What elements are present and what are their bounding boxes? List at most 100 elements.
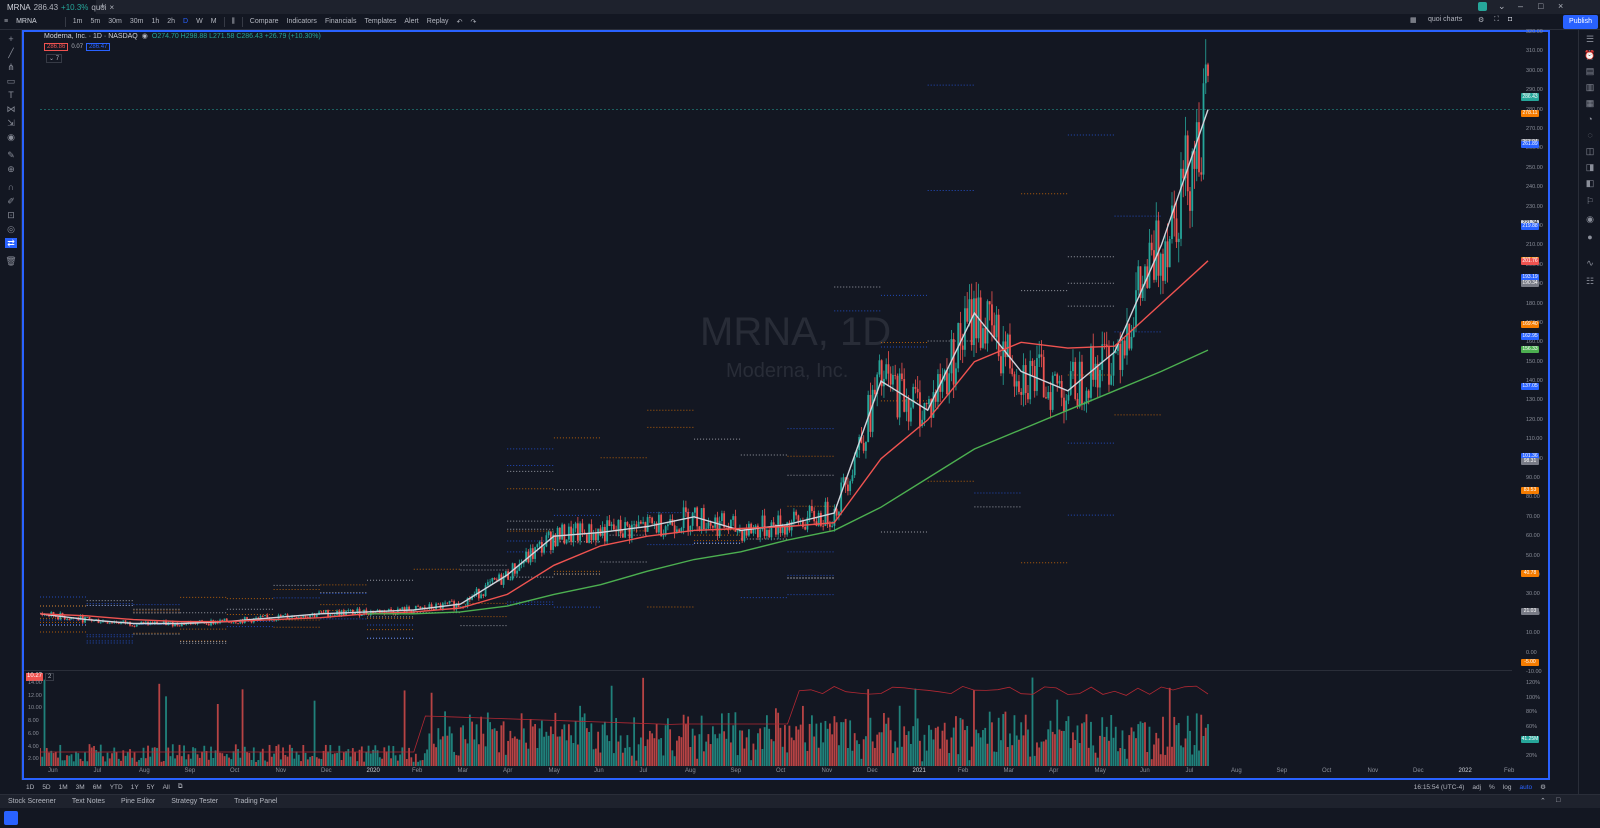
range-5y[interactable]: 5Y bbox=[146, 783, 155, 791]
range-1m[interactable]: 1M bbox=[58, 783, 68, 791]
price-axis[interactable]: 320.00 310.00 300.00 290.00 280.00 270.00 260.… bbox=[1512, 29, 1548, 675]
extension-icon[interactable] bbox=[1478, 2, 1487, 11]
new-tab-icon[interactable]: + bbox=[100, 1, 106, 11]
log-toggle[interactable]: log bbox=[1502, 783, 1512, 791]
trash-icon[interactable]: 🗑 bbox=[5, 256, 17, 266]
watchlist-icon[interactable]: ☰ bbox=[1585, 34, 1595, 44]
eye-icon[interactable]: ◉ bbox=[7, 132, 15, 142]
settings-gear-icon[interactable]: ⚙ bbox=[1540, 784, 1546, 791]
brush-icon[interactable]: ✎ bbox=[7, 150, 15, 160]
templates-button[interactable]: Templates bbox=[364, 18, 397, 25]
tab-close-icon[interactable]: × bbox=[109, 2, 115, 12]
range-ytd[interactable]: YTD bbox=[109, 783, 123, 791]
layout-name[interactable]: quoi charts bbox=[1428, 16, 1463, 23]
interval-30m-b[interactable]: 30m bbox=[129, 18, 144, 25]
close-window-icon[interactable]: × bbox=[1558, 1, 1564, 11]
legend-title[interactable]: Moderna, Inc. · 1D · NASDAQ bbox=[44, 32, 138, 40]
zoom-icon[interactable]: ⊕ bbox=[7, 164, 15, 174]
collapse-panel-icon[interactable]: ⌃ bbox=[1540, 798, 1546, 805]
news-icon[interactable]: ◔ bbox=[1587, 114, 1593, 124]
chart-tab[interactable]: MRNA 286.43 +10.3% quoi × bbox=[0, 0, 114, 14]
auto-toggle[interactable]: auto bbox=[1519, 783, 1533, 791]
legend-eye-icon[interactable]: ◉ bbox=[141, 33, 148, 40]
goto-date-icon[interactable]: ⧉ bbox=[177, 783, 183, 790]
buy-price[interactable]: 286.47 bbox=[86, 43, 111, 51]
order-panel-icon[interactable]: ☷ bbox=[1585, 276, 1595, 286]
panel-strategy-tester[interactable]: Strategy Tester bbox=[171, 798, 219, 805]
camera-icon[interactable]: ◘ bbox=[1508, 16, 1513, 23]
indicators-button[interactable]: Indicators bbox=[286, 18, 317, 25]
panel-pine-editor[interactable]: Pine Editor bbox=[120, 798, 156, 805]
settings-gear-icon[interactable]: ⚙ bbox=[1478, 17, 1485, 24]
minimize-icon[interactable]: – bbox=[1518, 1, 1524, 11]
price-chart[interactable] bbox=[40, 32, 1520, 672]
app-home-icon[interactable] bbox=[4, 811, 18, 825]
interval-d[interactable]: D bbox=[183, 18, 189, 25]
symbol-search[interactable]: MRNA bbox=[16, 18, 37, 25]
prediction-icon[interactable]: ⇲ bbox=[7, 118, 15, 128]
panel-stock-screener[interactable]: Stock Screener bbox=[8, 798, 56, 805]
trend-line-icon[interactable]: ╱ bbox=[8, 48, 14, 58]
maximize-icon[interactable]: □ bbox=[1538, 1, 1544, 11]
adj-toggle[interactable]: adj bbox=[1472, 783, 1482, 791]
magnet-icon[interactable]: ∩ bbox=[7, 182, 15, 192]
range-3m[interactable]: 3M bbox=[75, 783, 85, 791]
range-1y[interactable]: 1Y bbox=[130, 783, 139, 791]
candle-body bbox=[489, 581, 491, 583]
messages-icon[interactable]: ◧ bbox=[1585, 178, 1595, 188]
replay-button[interactable]: Replay bbox=[426, 18, 449, 25]
panel-text-notes[interactable]: Text Notes bbox=[71, 798, 105, 805]
rectangle-icon[interactable]: ▭ bbox=[6, 76, 16, 86]
panel-trading-panel[interactable]: Trading Panel bbox=[234, 798, 278, 805]
clock[interactable]: 16:15:54 (UTC-4) bbox=[1413, 783, 1465, 791]
alerts-clock-icon[interactable]: ⏰ bbox=[1584, 50, 1596, 60]
streams-icon[interactable]: ◨ bbox=[1585, 162, 1595, 172]
chat-icon[interactable]: ◫ bbox=[1585, 146, 1595, 156]
interval-5m[interactable]: 5m bbox=[90, 18, 101, 25]
fullscreen-icon[interactable]: ⛶ bbox=[1494, 16, 1499, 23]
alerts-badge-icon[interactable]: ● bbox=[1587, 232, 1593, 242]
range-1d[interactable]: 1D bbox=[26, 783, 35, 791]
range-all[interactable]: All bbox=[162, 783, 170, 791]
interval-30m[interactable]: 30m bbox=[108, 18, 122, 25]
pattern-icon[interactable]: ⋈ bbox=[6, 104, 16, 114]
range-5d[interactable]: 5D bbox=[42, 783, 51, 791]
calendar-icon[interactable]: ▦ bbox=[1585, 98, 1595, 108]
data-window-icon[interactable]: ▤ bbox=[1585, 66, 1595, 76]
notifications-icon[interactable]: ⚐ bbox=[1585, 196, 1595, 206]
sell-price[interactable]: 286.86 bbox=[44, 43, 69, 51]
maximize-panel-icon[interactable]: □ bbox=[1556, 797, 1561, 804]
indicators-toggle[interactable]: ⌄ 7 bbox=[46, 54, 63, 63]
interval-1h[interactable]: 1h bbox=[151, 18, 160, 25]
layout-grid-icon[interactable]: ▦ bbox=[1410, 17, 1417, 24]
visibility-icon[interactable]: ◎ bbox=[7, 224, 15, 234]
hotlist-icon[interactable]: ▥ bbox=[1585, 82, 1595, 92]
alert-button[interactable]: Alert bbox=[404, 18, 419, 25]
interval-w[interactable]: W bbox=[196, 18, 203, 25]
lock-icon[interactable]: ⊡ bbox=[7, 210, 15, 220]
text-icon[interactable]: T bbox=[8, 90, 14, 100]
compare-button[interactable]: Compare bbox=[249, 18, 279, 25]
trend-icon[interactable]: ∿ bbox=[1586, 258, 1594, 268]
time-axis[interactable]: Jun Jul Aug Sep Oct Nov Dec 2020 Feb Mar Apr May Jun… bbox=[24, 768, 1544, 778]
interval-2h[interactable]: 2h bbox=[167, 18, 176, 25]
redo-icon[interactable]: ↷ bbox=[470, 18, 477, 26]
ideas-icon[interactable]: ◌ bbox=[1587, 130, 1593, 140]
undo-icon[interactable]: ↶ bbox=[456, 18, 463, 26]
chevron-down-icon[interactable]: ⌄ bbox=[1498, 1, 1506, 11]
menu-icon[interactable]: ≡ bbox=[4, 18, 9, 25]
percent-toggle[interactable]: % bbox=[1489, 783, 1495, 791]
candles-icon[interactable]: ⫼ bbox=[231, 17, 235, 25]
publish-button[interactable]: Publish bbox=[1563, 15, 1598, 29]
broadcast-icon[interactable]: ◉ bbox=[1586, 214, 1594, 224]
interval-1m[interactable]: 1m bbox=[72, 18, 83, 25]
volume-pane[interactable] bbox=[40, 672, 1520, 768]
range-6m[interactable]: 6M bbox=[92, 783, 102, 791]
pitchfork-icon[interactable]: ⋔ bbox=[7, 62, 15, 72]
volume-indicator-count[interactable]: 2 bbox=[45, 673, 55, 681]
crosshair-icon[interactable]: + bbox=[8, 34, 14, 44]
sync-drawing-icon[interactable]: ⇄ bbox=[5, 238, 17, 248]
financials-button[interactable]: Financials bbox=[324, 18, 357, 25]
interval-m[interactable]: M bbox=[210, 18, 217, 25]
stay-drawing-icon[interactable]: ✐ bbox=[7, 196, 15, 206]
